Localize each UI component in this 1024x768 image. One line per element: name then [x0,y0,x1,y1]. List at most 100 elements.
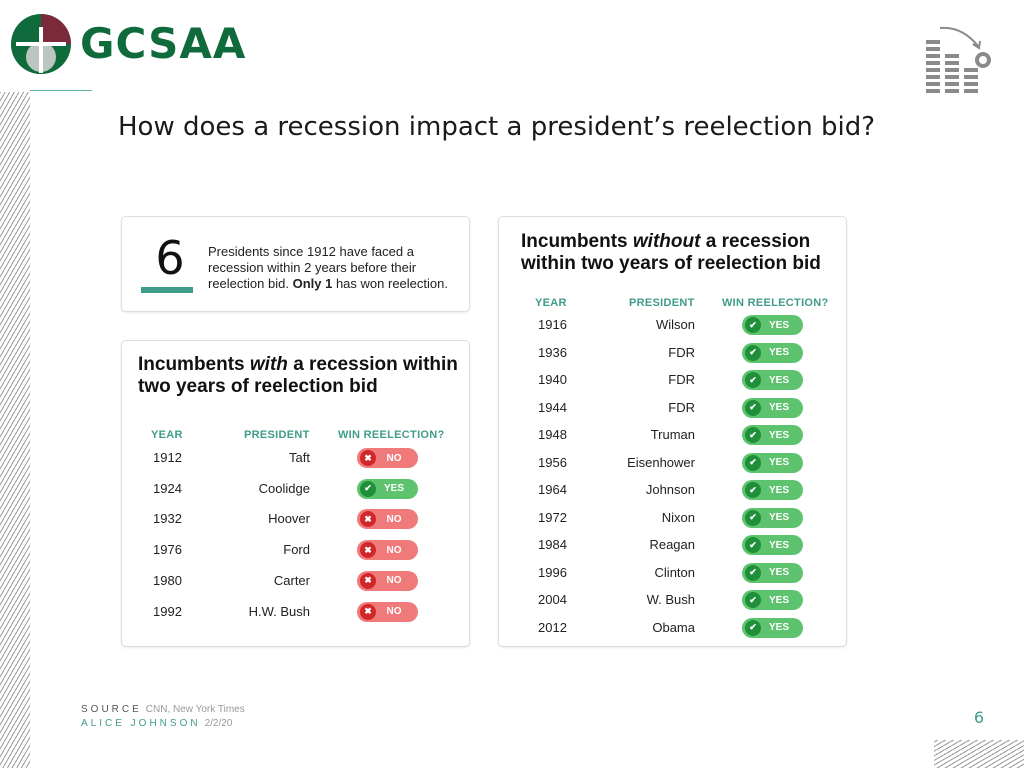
win-yes-badge: ✔ YES [742,590,803,610]
footer-date: 2/2/20 [204,718,233,729]
column-header-year: YEAR [151,429,183,441]
check-icon: ✔ [745,344,761,361]
year-cell: 1964 [538,482,567,497]
column-header-win: WIN REELECTION? [722,297,829,309]
stat-text-tail: has won reelection. [335,276,448,291]
win-yes-badge: ✔ YES [742,535,803,555]
year-cell: 1976 [153,542,182,558]
win-label: YES [768,512,789,523]
x-icon: ✖ [360,511,376,528]
year-cell: 1972 [538,509,567,525]
win-label: NO [386,575,402,587]
table-row: 1956 Eisenhower ✔ YES [499,451,846,475]
president-cell: Clinton [654,564,695,580]
table-row: 1992 H.W. Bush ✖ NO [122,600,469,624]
declining-bar-chart-icon [926,26,991,93]
check-icon: ✔ [745,317,761,333]
title-prefix: Incumbents [521,231,628,252]
win-label: YES [768,622,789,633]
win-label: YES [768,319,789,331]
win-label: YES [768,429,789,441]
check-icon: ✔ [745,564,761,581]
table-row: 1984 Reagan ✔ YES [499,533,846,557]
table-row: 1980 Carter ✖ NO [122,569,469,593]
footer-author: ALICE JOHNSON 2/2/20 [81,717,245,731]
president-cell: Ford [283,542,310,558]
check-icon: ✔ [745,399,761,416]
win-label: YES [768,457,789,468]
win-no-badge: ✖ NO [357,570,418,591]
year-cell: 1936 [538,344,567,360]
win-yes-badge: ✔ YES [742,342,803,363]
win-label: YES [768,594,789,606]
win-label: YES [768,374,789,386]
stat-text-main: Presidents since 1912 have faced a reces… [208,244,417,291]
president-cell: Nixon [661,509,695,525]
win-label: YES [768,402,789,413]
win-yes-badge: ✔ YES [742,617,803,638]
win-label: NO [386,544,402,556]
win-no-badge: ✖ NO [357,601,418,622]
stat-underline [141,287,193,293]
president-cell: Carter [273,572,310,588]
column-header-president: PRESIDENT [629,297,695,309]
check-icon: ✔ [745,537,761,553]
stat-description: Presidents since 1912 have faced a reces… [208,244,458,292]
table-row: 1944 FDR ✔ YES [499,396,846,420]
brand-wordmark: GCSAA [80,19,247,68]
table-row: 1936 FDR ✔ YES [499,341,846,365]
table-row: 1940 FDR ✔ YES [499,368,846,392]
slide-title: How does a recession impact a president’… [118,112,876,142]
table-row: 1964 Johnson ✔ YES [499,478,846,502]
page-number: 6 [973,708,984,727]
president-cell: Hoover [268,511,310,527]
president-cell: Obama [652,619,695,635]
year-cell: 1984 [538,537,567,552]
win-yes-badge: ✔ YES [742,397,803,418]
left-hatch-decoration [0,92,30,768]
footer-source: SOURCE CNN, New York Times [81,703,245,717]
table-row: 1924 Coolidge ✔ YES [122,477,469,501]
logo-divider-line [30,90,92,91]
check-icon: ✔ [745,592,761,608]
table-row: 1976 Ford ✖ NO [122,538,469,562]
check-icon: ✔ [745,454,761,471]
title-emphasis: with [249,354,288,375]
without-recession-title: Incumbents without a recession within tw… [521,231,846,275]
bottom-right-hatch-decoration [934,740,1024,768]
x-icon: ✖ [360,572,376,589]
president-cell: Eisenhower [627,454,695,470]
check-icon: ✔ [745,427,761,443]
win-yes-badge: ✔ YES [742,425,803,445]
president-cell: Coolidge [258,480,310,496]
column-header-president: PRESIDENT [244,429,310,441]
column-header-year: YEAR [535,297,567,309]
source-value: CNN, New York Times [145,704,245,715]
president-cell: FDR [668,399,695,415]
president-cell: H.W. Bush [248,603,310,619]
check-icon: ✔ [745,372,761,388]
stat-card: 6 Presidents since 1912 have faced a rec… [121,216,470,312]
table-row: 1948 Truman ✔ YES [499,423,846,447]
year-cell: 1932 [153,511,182,527]
year-cell: 1924 [153,480,182,496]
column-header-win: WIN REELECTION? [338,429,445,441]
win-label: YES [383,483,404,495]
x-icon: ✖ [360,542,376,559]
win-no-badge: ✖ NO [357,448,418,468]
check-icon: ✔ [745,509,761,526]
title-emphasis: without [632,231,701,252]
table-row: 1916 Wilson ✔ YES [499,313,846,337]
president-cell: Truman [650,427,695,442]
win-yes-badge: ✔ YES [742,315,803,335]
president-cell: FDR [668,372,695,387]
president-cell: Reagan [649,537,695,552]
stat-text-bold: Only 1 [292,276,333,291]
win-yes-badge: ✔ YES [742,507,803,528]
year-cell: 1948 [538,427,567,442]
table-row: 1912 Taft ✖ NO [122,446,469,470]
president-cell: Taft [289,450,310,465]
win-yes-badge: ✔ YES [742,562,803,583]
win-label: YES [768,567,789,578]
year-cell: 1912 [153,450,182,465]
